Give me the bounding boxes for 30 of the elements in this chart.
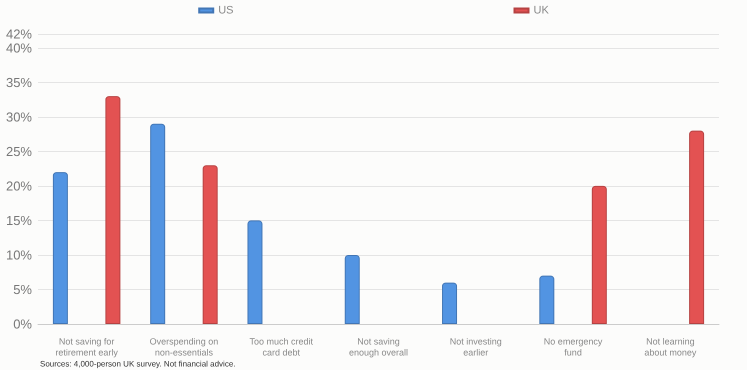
y-tick-label: 5% — [13, 282, 32, 297]
bar — [592, 186, 607, 324]
bar — [105, 96, 120, 324]
x-tick-label: Not investing earlier — [450, 336, 502, 358]
legend-label: US — [218, 4, 234, 16]
bar — [689, 130, 704, 324]
x-tick-label: Not learning about money — [644, 336, 697, 358]
y-tick-label: 15% — [6, 212, 32, 228]
y-tick-label: 40% — [6, 40, 32, 56]
legend-label: UK — [534, 4, 550, 16]
bar — [52, 172, 68, 324]
y-tick-label: 20% — [6, 178, 32, 194]
bar — [539, 276, 554, 324]
source-note: Sources: 4,000-person UK survey. Not financial advice. — [40, 360, 236, 368]
bar — [442, 282, 458, 324]
x-tick-label: No emergency fund — [544, 336, 603, 358]
y-tick-label: 25% — [6, 144, 32, 159]
y-tick-label: 35% — [6, 74, 32, 90]
x-tick-label: Not saving enough overall — [348, 336, 408, 358]
y-tick-label: 42% — [6, 26, 32, 42]
x-tick-label: Not saving for retirement early — [55, 336, 118, 358]
bar — [247, 220, 262, 324]
y-tick-label: 0% — [13, 316, 32, 332]
y-tick-label: 30% — [6, 109, 32, 124]
bar — [344, 254, 360, 324]
bar — [150, 124, 166, 324]
bar — [202, 165, 218, 324]
x-tick-label: Overspending on non-essentials — [150, 336, 218, 358]
x-tick-label: Too much credit card debt — [249, 336, 314, 358]
y-tick-label: 10% — [6, 247, 32, 262]
